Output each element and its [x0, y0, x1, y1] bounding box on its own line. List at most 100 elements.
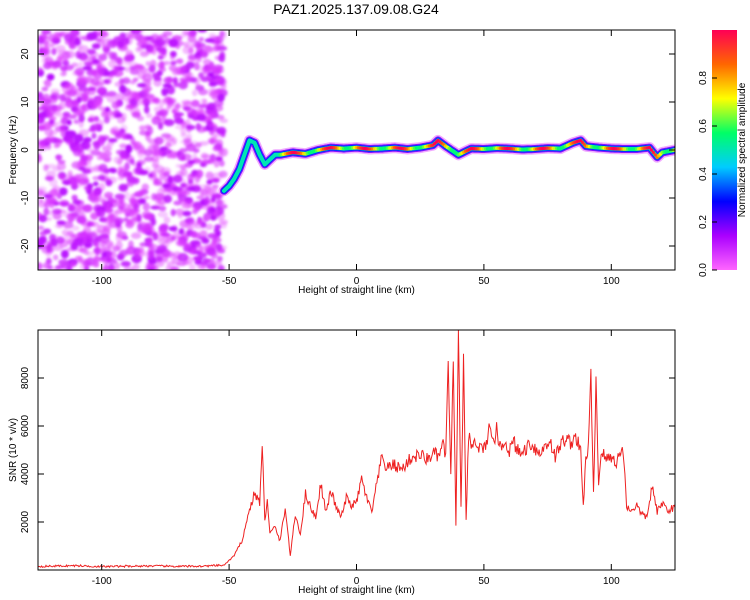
noise-blob: [55, 61, 62, 69]
noise-blob: [107, 39, 118, 49]
noise-blob: [208, 139, 219, 144]
snr-x-ticks: -100 -50 0 50 100: [92, 330, 620, 587]
noise-blob: [114, 100, 121, 109]
noise-blob: [61, 85, 68, 93]
colorbar-tick-label: 0.2: [698, 215, 709, 229]
noise-blob: [108, 138, 118, 143]
noise-blob: [77, 77, 87, 83]
noise-blob: [86, 183, 94, 190]
noise-blob: [73, 119, 80, 124]
noise-blob: [97, 87, 107, 94]
snr-x-tick-label: -100: [92, 576, 112, 587]
noise-blob: [72, 199, 82, 205]
colorbar-tick-label: 0.8: [698, 71, 709, 85]
noise-blob: [71, 194, 78, 201]
noise-blob: [50, 88, 60, 94]
noise-blob: [79, 263, 88, 270]
noise-blob: [117, 40, 125, 49]
noise-blob: [195, 84, 205, 91]
noise-blob: [190, 240, 201, 245]
noise-blob: [207, 232, 218, 239]
noise-blob: [145, 113, 153, 119]
noise-blob: [58, 31, 66, 37]
noise-blob: [161, 113, 167, 119]
noise-blob: [197, 245, 204, 254]
noise-blob: [42, 262, 50, 269]
noise-blob: [219, 147, 228, 157]
noise-blob: [176, 188, 182, 194]
noise-blob: [191, 99, 200, 108]
noise-blob: [114, 93, 125, 102]
noise-blob: [173, 174, 183, 183]
noise-blob: [138, 144, 145, 154]
noise-blob: [96, 64, 105, 71]
noise-blob: [177, 152, 186, 161]
noise-blob: [119, 84, 127, 94]
noise-blob: [86, 231, 98, 239]
noise-blob: [201, 238, 210, 244]
noise-blob: [220, 204, 228, 209]
noise-blob: [142, 202, 151, 211]
snr-x-label: Height of straight line (km): [298, 585, 415, 596]
noise-blob: [55, 264, 65, 270]
noise-blob: [72, 70, 83, 77]
noise-blob: [193, 62, 200, 71]
noise-blob: [177, 252, 189, 262]
noise-blob: [74, 255, 83, 262]
noise-blob: [139, 130, 149, 136]
noise-blob: [78, 86, 89, 92]
noise-blob: [78, 114, 85, 123]
noise-blob: [38, 153, 42, 163]
noise-blob: [168, 226, 178, 232]
noise-blob: [106, 141, 115, 147]
snr-y-ticks: 2000 4000 6000 8000: [20, 366, 675, 533]
noise-blob: [84, 242, 93, 249]
noise-blob: [209, 206, 216, 213]
noise-blob: [134, 94, 141, 102]
noise-blob: [72, 204, 83, 213]
noise-blob: [207, 72, 215, 78]
noise-blob: [96, 78, 105, 85]
noise-blob: [139, 50, 149, 57]
noise-blob: [184, 199, 195, 208]
noise-blob: [68, 40, 76, 49]
noise-blob: [200, 160, 212, 165]
noise-blob: [190, 231, 200, 239]
noise-blob: [152, 181, 164, 186]
noise-blob: [108, 59, 117, 68]
noise-blob: [38, 112, 48, 118]
noise-blob: [74, 37, 81, 46]
noise-blob: [130, 193, 136, 203]
noise-blob: [92, 123, 101, 129]
noise-blob: [117, 60, 123, 67]
noise-blob: [97, 134, 104, 143]
noise-blob: [110, 111, 116, 116]
noise-blob: [136, 115, 145, 122]
snr-x-tick-label: 0: [354, 576, 360, 587]
noise-blob: [165, 265, 172, 270]
noise-blob: [62, 111, 71, 117]
noise-blob: [124, 153, 132, 162]
noise-blob: [114, 217, 124, 225]
noise-blob: [154, 136, 164, 145]
noise-blob: [169, 50, 177, 58]
noise-blob: [171, 266, 178, 270]
noise-blob: [100, 240, 107, 248]
noise-blob: [187, 159, 196, 165]
noise-blob: [44, 127, 54, 137]
noise-blob: [182, 210, 192, 217]
snr-y-tick-label: 4000: [20, 462, 31, 485]
noise-blob: [91, 132, 97, 140]
noise-blob: [54, 108, 62, 117]
noise-blob: [92, 58, 100, 65]
noise-blob: [206, 188, 215, 197]
noise-blob: [217, 255, 223, 262]
noise-blob: [122, 77, 131, 85]
noise-blob: [154, 252, 165, 258]
noise-blob: [216, 114, 225, 120]
noise-blob: [191, 109, 197, 115]
noise-blob: [98, 106, 107, 111]
noise-blob: [148, 259, 157, 265]
noise-blob: [101, 43, 110, 50]
